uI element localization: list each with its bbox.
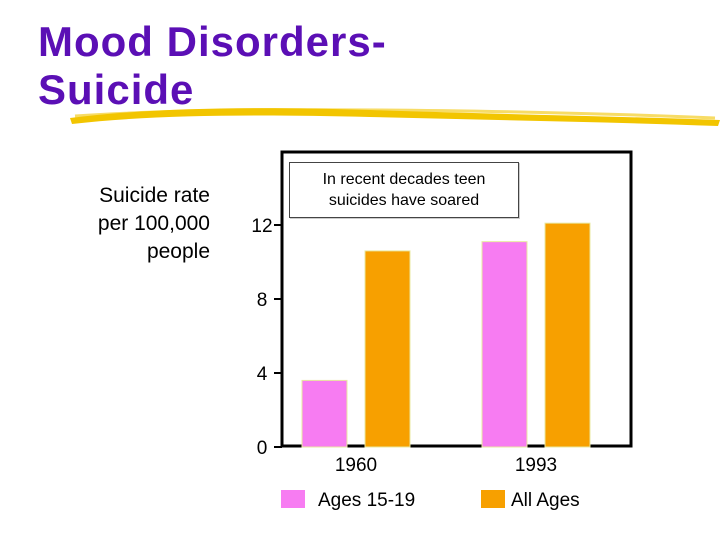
bar-all-ages-1993 bbox=[544, 222, 591, 448]
bar-ages-15-19-1960 bbox=[301, 379, 348, 448]
y-tick-label-8: 8 bbox=[257, 290, 268, 311]
slide-title: Mood Disorders- Suicide bbox=[38, 18, 387, 114]
y-tick-label-12: 12 bbox=[251, 216, 272, 237]
annotation-box: In recent decades teen suicides have soa… bbox=[289, 162, 519, 218]
title-underline bbox=[70, 108, 720, 126]
y-axis-label: Suicide rate per 100,000 people bbox=[97, 184, 210, 263]
legend-swatch-all-ages bbox=[481, 490, 505, 508]
y-tick-label-4: 4 bbox=[257, 364, 268, 385]
legend-label-ages-15-19: Ages 15-19 bbox=[318, 490, 415, 511]
annotation-text: In recent decades teen suicides have soa… bbox=[322, 171, 486, 209]
x-tick-label-1960: 1960 bbox=[335, 455, 377, 476]
legend-swatch-ages-15-19 bbox=[281, 490, 305, 508]
y-tick-label-0: 0 bbox=[257, 438, 268, 459]
x-tick-label-1993: 1993 bbox=[515, 455, 557, 476]
title-line-1: Mood Disorders- bbox=[38, 18, 387, 65]
bar-all-ages-1960 bbox=[364, 250, 411, 448]
title-line-2: Suicide bbox=[38, 66, 195, 113]
legend-label-all-ages: All Ages bbox=[511, 490, 580, 511]
bar-ages-15-19-1993 bbox=[481, 241, 528, 448]
